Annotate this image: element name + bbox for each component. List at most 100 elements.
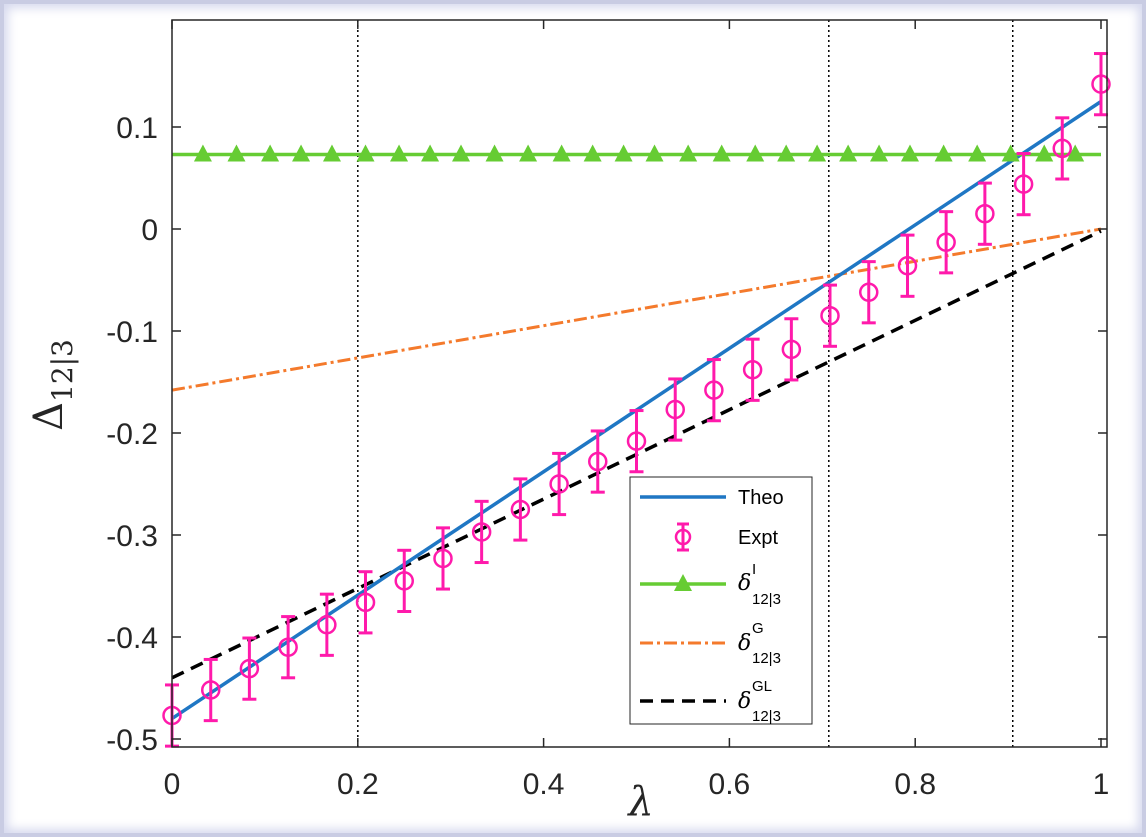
expt-marker-2 bbox=[239, 658, 260, 679]
expt-point-9 bbox=[510, 477, 531, 542]
legend-label-theo: Theo bbox=[738, 487, 784, 509]
x-tick-label-4: 0.8 bbox=[894, 768, 936, 801]
expt-marker-14 bbox=[704, 380, 724, 400]
expt-point-15 bbox=[742, 337, 763, 402]
expt-marker-24 bbox=[1091, 74, 1111, 94]
series-delta-i-marker-25 bbox=[1001, 144, 1020, 162]
series-delta-i-marker-16 bbox=[712, 144, 731, 162]
series-delta-i-marker-21 bbox=[870, 144, 889, 162]
expt-point-14 bbox=[704, 358, 724, 423]
series-delta-i-marker-10 bbox=[519, 144, 538, 162]
expt-point-20 bbox=[936, 210, 956, 275]
y-tick-label-4: -0.1 bbox=[106, 316, 158, 349]
y-tick-label-5: 0 bbox=[141, 214, 158, 247]
expt-marker-5 bbox=[355, 592, 376, 613]
x-tick-label-3: 0.6 bbox=[709, 768, 751, 801]
expt-marker-16 bbox=[781, 339, 802, 360]
series-delta-i-marker-8 bbox=[452, 144, 471, 162]
expt-point-2 bbox=[239, 636, 260, 701]
expt-marker-20 bbox=[936, 232, 956, 253]
y-axis-title-main: Δ bbox=[26, 402, 72, 431]
series-delta-i-marker-5 bbox=[356, 144, 375, 162]
x-tick-label-5: 1 bbox=[1093, 768, 1110, 801]
expt-point-10 bbox=[549, 451, 569, 517]
expt-marker-23 bbox=[1052, 138, 1073, 159]
legend-item-delta-i: δ I 12|3 bbox=[640, 561, 781, 608]
legend-marker-expt bbox=[674, 528, 692, 546]
expt-marker-11 bbox=[588, 451, 608, 472]
expt-point-3 bbox=[278, 615, 298, 680]
y-tick-label-2: -0.3 bbox=[106, 520, 158, 553]
legend-sup-delta-gl: GL bbox=[752, 678, 772, 695]
series-delta-i-marker-4 bbox=[322, 144, 341, 162]
expt-point-21 bbox=[975, 181, 995, 246]
expt-point-16 bbox=[781, 317, 802, 382]
legend-label-expt: Expt bbox=[738, 527, 778, 549]
series-delta-i-marker-13 bbox=[614, 144, 633, 162]
legend: Theo Expt δ I 12|3 δ G 12|3 bbox=[629, 476, 813, 725]
series-delta-i-marker-20 bbox=[839, 144, 858, 162]
y-tick-label-6: 0.1 bbox=[116, 112, 158, 145]
series-layer bbox=[162, 52, 1111, 748]
x-tick-label-0: 0 bbox=[164, 768, 181, 801]
y-tick-label-1: -0.4 bbox=[106, 622, 158, 655]
expt-point-8 bbox=[471, 499, 492, 565]
expt-point-18 bbox=[859, 260, 879, 325]
series-delta-i-marker-22 bbox=[900, 144, 919, 162]
series-delta-i-marker-7 bbox=[421, 144, 440, 162]
series-delta-i-marker-3 bbox=[292, 144, 311, 162]
series-delta-i-marker-26 bbox=[1035, 144, 1054, 162]
expt-point-19 bbox=[897, 233, 918, 298]
series-delta-i-marker-14 bbox=[645, 144, 664, 162]
series-delta-i-marker-17 bbox=[746, 144, 765, 162]
y-axis-title-sub: 12|3 bbox=[46, 339, 79, 402]
legend-sub-delta-i: 12|3 bbox=[752, 591, 781, 608]
series-delta-i-marker-9 bbox=[485, 144, 504, 162]
svg-text:Δ12|3: Δ12|3 bbox=[26, 339, 79, 431]
legend-label-delta-g: δ bbox=[738, 631, 751, 656]
expt-marker-18 bbox=[859, 282, 879, 302]
legend-item-delta-g: δ G 12|3 bbox=[640, 620, 781, 667]
plot-border bbox=[171, 19, 1108, 748]
legend-item-delta-gl: δ GL 12|3 bbox=[640, 678, 781, 725]
legend-label-delta-gl: δ bbox=[738, 689, 751, 714]
series-delta-i-marker-12 bbox=[583, 144, 602, 162]
series-delta-i-marker-18 bbox=[777, 144, 796, 162]
expt-marker-1 bbox=[200, 680, 221, 700]
series-delta-i-marker-24 bbox=[968, 144, 987, 162]
expt-point-17 bbox=[820, 283, 840, 348]
series-delta-i-marker-6 bbox=[390, 144, 409, 162]
expt-marker-19 bbox=[897, 255, 918, 276]
legend-sub-delta-g: 12|3 bbox=[752, 650, 781, 667]
expt-point-12 bbox=[626, 409, 647, 474]
series-delta-i-marker-15 bbox=[679, 144, 698, 162]
expt-marker-12 bbox=[626, 431, 647, 451]
expt-point-11 bbox=[588, 429, 608, 494]
expt-marker-7 bbox=[433, 548, 453, 569]
expt-point-22 bbox=[1013, 152, 1034, 217]
expt-marker-6 bbox=[394, 571, 414, 591]
series-delta-i-marker-27 bbox=[1066, 144, 1085, 162]
x-tick-label-1: 0.2 bbox=[337, 768, 379, 801]
legend-sup-delta-g: G bbox=[752, 620, 764, 637]
legend-sub-delta-gl: 12|3 bbox=[752, 708, 781, 725]
expt-point-7 bbox=[433, 526, 453, 591]
legend-sup-delta-i: I bbox=[752, 561, 756, 578]
expt-point-1 bbox=[200, 657, 221, 723]
expt-point-13 bbox=[665, 377, 685, 442]
series-delta-i-marker-19 bbox=[808, 144, 827, 162]
legend-item-expt: Expt bbox=[674, 522, 778, 552]
ticks-layer: 0 0.2 0.4 0.6 0.8 1 -0.5 -0.4 -0.3 -0.2 -0.1 0 0.1 bbox=[106, 20, 1109, 801]
expt-point-23 bbox=[1052, 116, 1073, 181]
legend-label-delta-i: δ bbox=[738, 571, 751, 596]
x-tick-label-2: 0.4 bbox=[523, 768, 565, 801]
legend-item-theo: Theo bbox=[640, 487, 784, 509]
expt-point-5 bbox=[355, 570, 376, 635]
y-tick-label-3: -0.2 bbox=[106, 418, 158, 451]
series-delta-i-marker-11 bbox=[552, 144, 571, 162]
expt-point-24 bbox=[1091, 52, 1111, 117]
expt-marker-9 bbox=[510, 499, 531, 520]
series-delta-i-marker-0 bbox=[193, 144, 212, 162]
